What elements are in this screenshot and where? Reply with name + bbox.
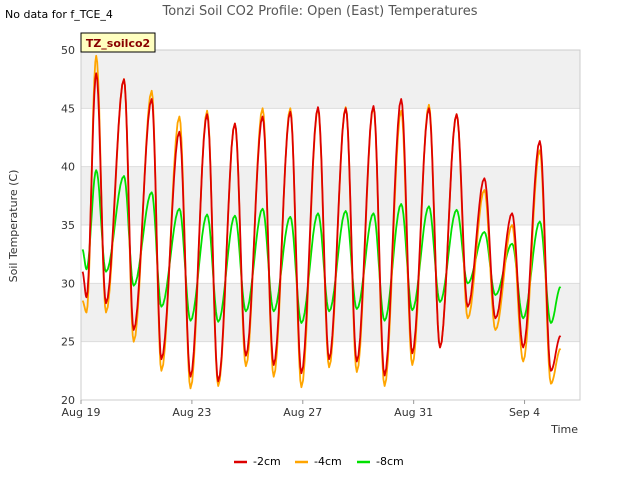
y-tick-label: 20 — [61, 394, 75, 407]
legend-label: -4cm — [314, 455, 342, 468]
grid-band — [81, 166, 580, 225]
y-axis-label: Soil Temperature (C) — [7, 170, 20, 283]
x-tick-label: Aug 23 — [172, 406, 211, 419]
y-tick-label: 40 — [61, 161, 75, 174]
annotation-label: TZ_soilco2 — [86, 37, 150, 50]
y-tick-label: 50 — [61, 44, 75, 57]
y-tick-label: 30 — [61, 277, 75, 290]
x-tick-label: Aug 31 — [394, 406, 433, 419]
chart-title: Tonzi Soil CO2 Profile: Open (East) Temp… — [161, 4, 477, 19]
series-line-minus-2cm — [81, 72, 562, 383]
grid-band — [81, 50, 580, 109]
legend-label: -2cm — [253, 455, 281, 468]
x-tick-label: Aug 27 — [283, 406, 322, 419]
y-tick-label: 25 — [61, 336, 75, 349]
legend-item: -4cm — [295, 455, 342, 468]
legend-item: -2cm — [234, 455, 281, 468]
series-line-minus-8cm — [81, 169, 562, 324]
legend-item: -8cm — [357, 455, 404, 468]
y-tick-label: 45 — [61, 102, 75, 115]
no-data-notice: No data for f_TCE_4 — [5, 8, 113, 21]
grid-band — [81, 283, 580, 342]
x-axis-label: Time — [550, 423, 578, 436]
y-tick-label: 35 — [61, 219, 75, 232]
legend: -2cm -4cm -8cm — [234, 455, 404, 468]
x-tick-label: Aug 19 — [62, 406, 101, 419]
annotation: TZ_soilco2 — [80, 32, 156, 53]
plot-frame — [80, 49, 581, 401]
x-tick-label: Sep 4 — [509, 406, 540, 419]
annotation-box — [80, 32, 156, 53]
legend-label: -8cm — [376, 455, 404, 468]
plot-area: 20 25 30 35 40 45 50 Aug 19 Aug 23 Aug 27 Aug 31 Se… — [61, 44, 581, 419]
